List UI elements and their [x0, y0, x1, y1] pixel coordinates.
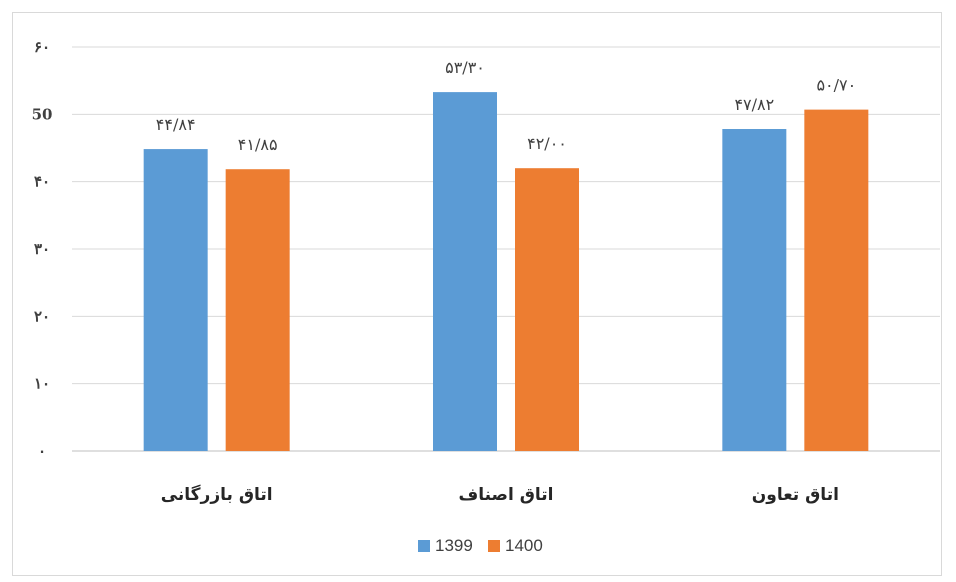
bar-1399-0 [143, 149, 208, 451]
bar-1400-0 [225, 169, 290, 451]
data-label-1400-1: ۴۲/۰۰ [527, 134, 567, 153]
data-label-1399-0: ۴۴/۸۴ [156, 115, 196, 134]
category-label-1: اتاق اصناف [458, 485, 553, 505]
category-label-2: اتاق تعاون [752, 485, 839, 505]
y-tick-label-0: ۰ [38, 442, 46, 460]
data-label-1399-2: ۴۷/۸۲ [734, 95, 774, 114]
y-tick-label-50: 50 [32, 105, 53, 123]
y-tick-label-60: ۶۰ [34, 38, 50, 56]
y-tick-label-30: ۳۰ [34, 240, 50, 258]
legend-label-1400: 1400 [505, 536, 543, 555]
bar-1400-2 [804, 109, 869, 452]
y-tick-label-20: ۲۰ [34, 307, 50, 325]
bar-1399-2 [722, 129, 787, 451]
y-tick-label-40: ۴۰ [34, 173, 50, 191]
legend-swatch-1400 [488, 540, 500, 552]
legend-swatch-1399 [418, 540, 430, 552]
data-label-1399-1: ۵۳/۳۰ [445, 58, 485, 77]
bar-1399-1 [433, 92, 497, 451]
y-tick-label-10: ۱۰ [34, 375, 50, 393]
category-label-0: اتاق بازرگانی [161, 484, 273, 505]
data-label-1400-0: ۴۱/۸۵ [238, 135, 278, 154]
bar-1400-1 [515, 168, 579, 451]
legend-label-1399: 1399 [435, 536, 473, 555]
data-label-1400-2: ۵۰/۷۰ [816, 76, 856, 95]
